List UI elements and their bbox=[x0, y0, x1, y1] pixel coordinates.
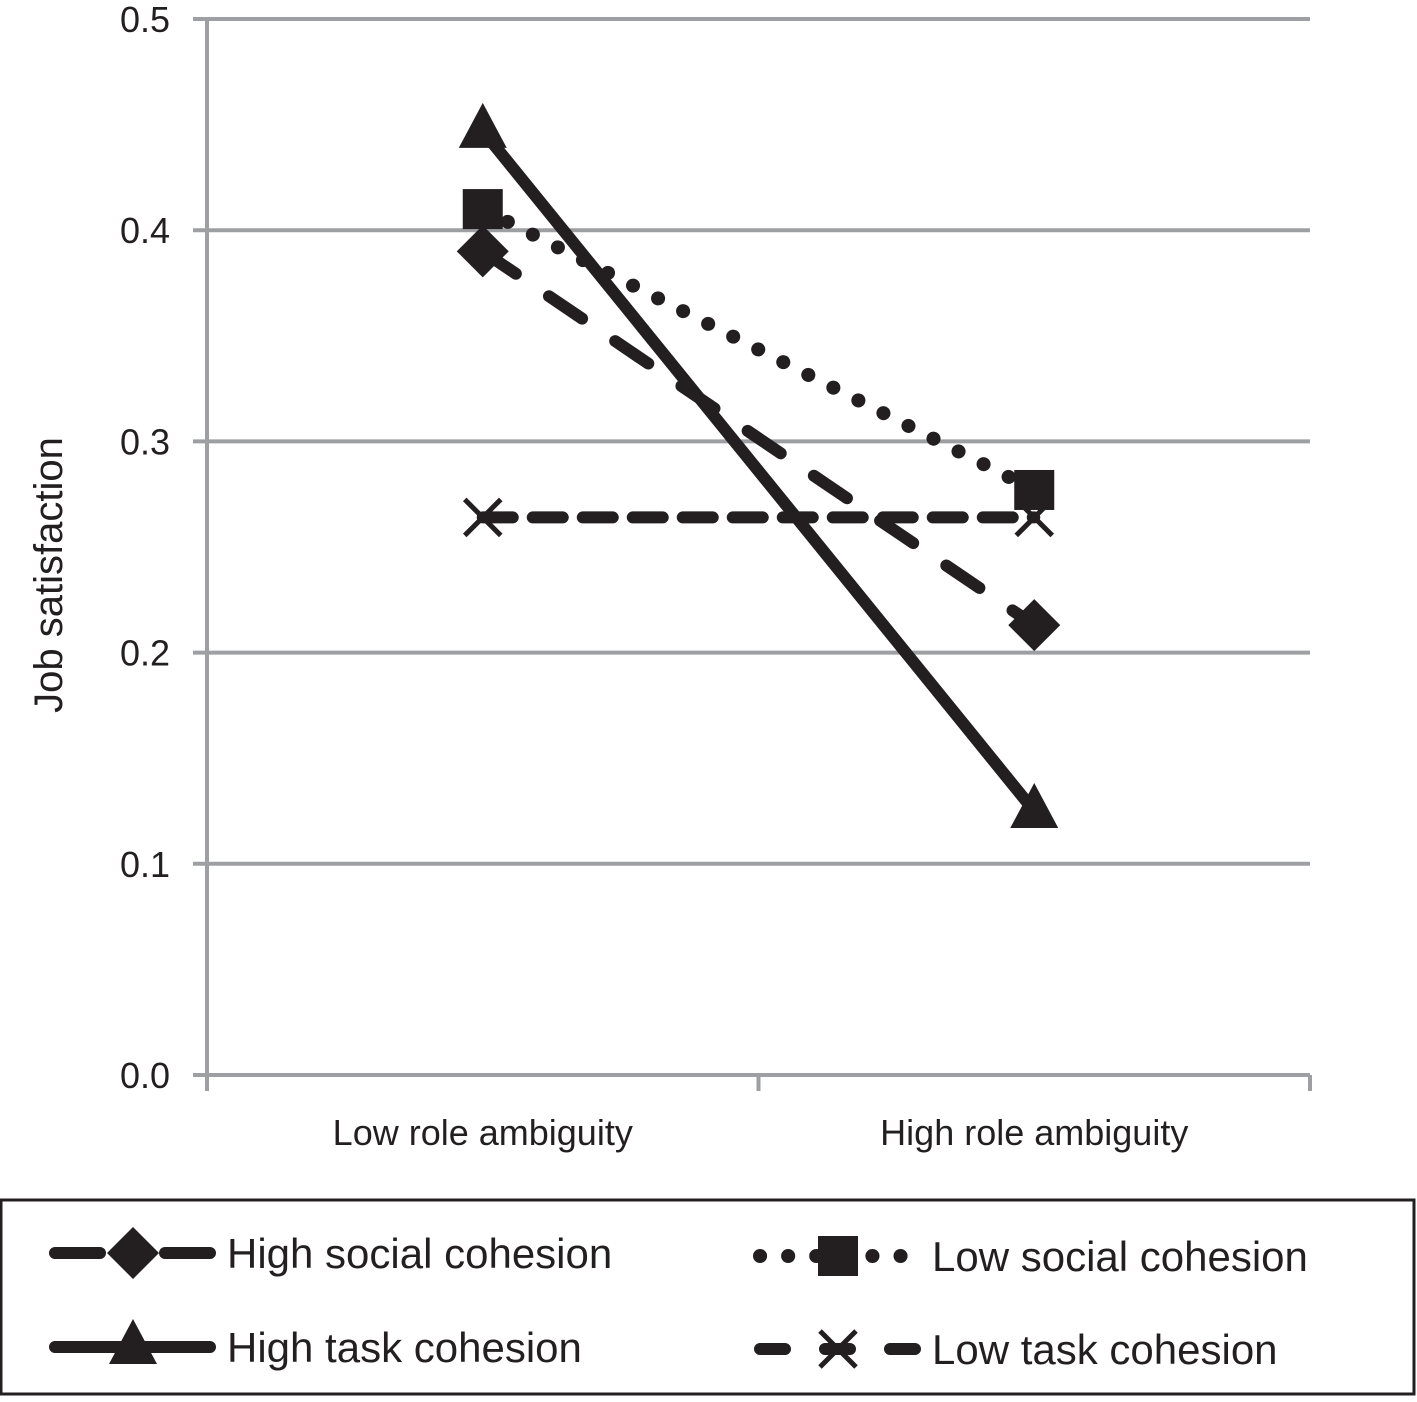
x-marker bbox=[818, 1329, 858, 1369]
diamond-marker bbox=[456, 225, 509, 278]
square-marker bbox=[462, 189, 503, 230]
legend: High social cohesion Low social cohesion H… bbox=[49, 1227, 1308, 1373]
x-marker bbox=[1014, 497, 1055, 538]
y-tick-label: 0.4 bbox=[120, 210, 170, 251]
legend-label: Low task cohesion bbox=[932, 1326, 1278, 1373]
triangle-marker bbox=[1010, 783, 1059, 828]
y-axis-label: Job satisfaction bbox=[27, 437, 71, 713]
x-tick-labels: Low role ambiguity High role ambiguity bbox=[333, 1112, 1189, 1153]
x-marker-stroke bbox=[818, 1329, 858, 1369]
y-tick-labels: 0.0 0.1 0.2 0.3 0.4 0.5 bbox=[120, 0, 170, 1096]
x-tick-label: High role ambiguity bbox=[880, 1112, 1188, 1153]
legend-item: Low task cohesion bbox=[754, 1326, 1278, 1373]
series-high-social-cohesion bbox=[456, 225, 1061, 652]
square-marker bbox=[818, 1236, 858, 1276]
y-tick-label: 0.0 bbox=[120, 1055, 170, 1096]
legend-label: High social cohesion bbox=[227, 1230, 612, 1277]
y-tick-label: 0.5 bbox=[120, 0, 170, 40]
series-line bbox=[476, 245, 1041, 632]
triangle-marker bbox=[458, 102, 507, 148]
y-tick-label: 0.1 bbox=[120, 844, 170, 885]
legend-item: High task cohesion bbox=[49, 1319, 582, 1371]
x-marker bbox=[462, 497, 503, 538]
diamond-marker bbox=[107, 1227, 159, 1279]
legend-item: High social cohesion bbox=[49, 1227, 612, 1279]
x-marker-stroke bbox=[462, 497, 503, 538]
series-line bbox=[476, 124, 1041, 817]
legend-item: Low social cohesion bbox=[753, 1233, 1308, 1280]
series-line bbox=[475, 202, 1042, 497]
y-tick-label: 0.3 bbox=[120, 421, 170, 462]
legend-label: Low social cohesion bbox=[932, 1233, 1308, 1280]
x-marker-stroke bbox=[1014, 497, 1055, 538]
legend-label: High task cohesion bbox=[227, 1324, 582, 1371]
x-tick-label: Low role ambiguity bbox=[333, 1112, 633, 1153]
legend-box bbox=[0, 1198, 1416, 1396]
gridlines bbox=[193, 17, 1312, 1091]
series-high-task-cohesion bbox=[458, 102, 1059, 828]
triangle-marker bbox=[109, 1319, 157, 1364]
y-tick-label: 0.2 bbox=[120, 633, 170, 674]
series-low-task-cohesion bbox=[462, 497, 1055, 538]
diamond-marker bbox=[1008, 599, 1061, 652]
series-lines bbox=[456, 102, 1061, 828]
